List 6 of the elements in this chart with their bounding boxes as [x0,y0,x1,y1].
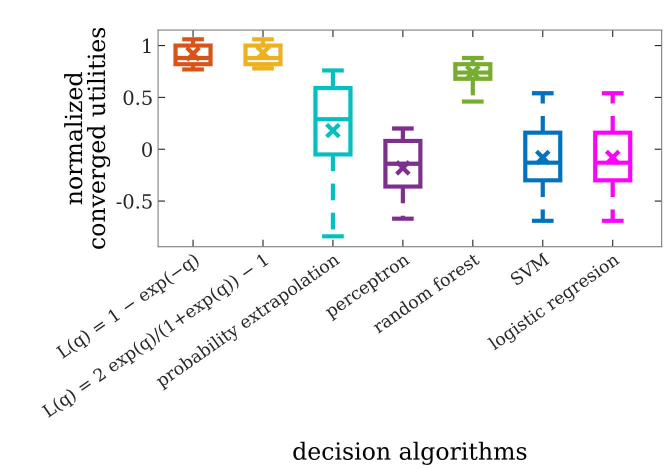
y-tick-label: -0.5 [116,194,152,209]
y-axis-title: normalized converged utilities [64,28,110,249]
y-tick-label: 1 [143,38,150,53]
y-tick-label: 0.5 [124,90,152,106]
y-tick-label: 0 [142,142,152,157]
x-axis-title: decision algorithms [293,442,526,465]
